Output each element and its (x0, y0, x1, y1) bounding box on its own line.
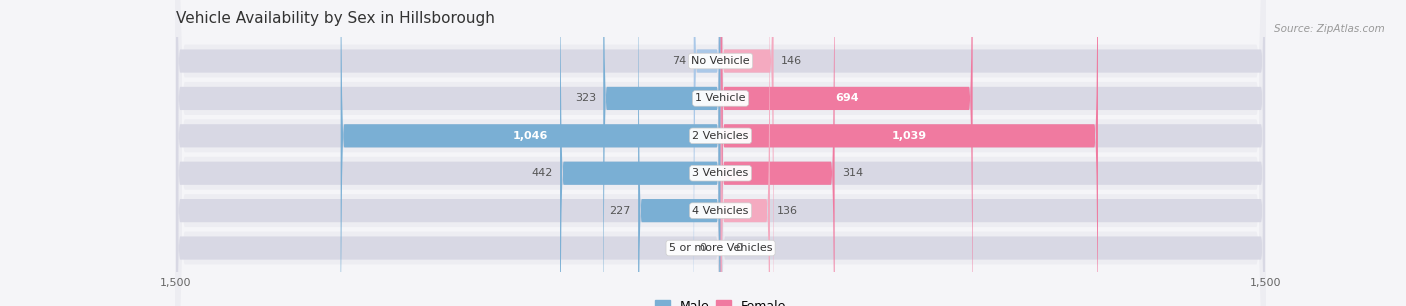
FancyBboxPatch shape (721, 0, 973, 306)
Text: 74: 74 (672, 56, 686, 66)
Text: No Vehicle: No Vehicle (692, 56, 749, 66)
FancyBboxPatch shape (721, 0, 1265, 306)
Text: 0: 0 (735, 243, 742, 253)
FancyBboxPatch shape (176, 0, 721, 306)
FancyBboxPatch shape (721, 0, 1098, 306)
Text: 1,046: 1,046 (513, 131, 548, 141)
FancyBboxPatch shape (721, 0, 1265, 306)
FancyBboxPatch shape (603, 0, 721, 306)
FancyBboxPatch shape (176, 0, 1265, 306)
FancyBboxPatch shape (721, 0, 1265, 306)
FancyBboxPatch shape (721, 0, 773, 306)
Text: 4 Vehicles: 4 Vehicles (692, 206, 749, 216)
Text: Vehicle Availability by Sex in Hillsborough: Vehicle Availability by Sex in Hillsboro… (176, 11, 495, 26)
Text: 323: 323 (575, 93, 596, 103)
FancyBboxPatch shape (176, 0, 721, 306)
FancyBboxPatch shape (176, 0, 721, 306)
FancyBboxPatch shape (721, 0, 835, 306)
FancyBboxPatch shape (721, 0, 770, 306)
Text: 227: 227 (609, 206, 631, 216)
FancyBboxPatch shape (176, 0, 721, 306)
FancyBboxPatch shape (693, 0, 721, 306)
Legend: Male, Female: Male, Female (650, 295, 792, 306)
Text: 2 Vehicles: 2 Vehicles (692, 131, 749, 141)
FancyBboxPatch shape (176, 0, 1265, 306)
Text: 3 Vehicles: 3 Vehicles (692, 168, 749, 178)
Text: 1 Vehicle: 1 Vehicle (696, 93, 745, 103)
FancyBboxPatch shape (340, 0, 721, 306)
Text: 694: 694 (835, 93, 859, 103)
FancyBboxPatch shape (176, 0, 1265, 306)
FancyBboxPatch shape (176, 0, 1265, 306)
FancyBboxPatch shape (560, 0, 721, 306)
FancyBboxPatch shape (638, 0, 721, 306)
FancyBboxPatch shape (176, 0, 721, 306)
FancyBboxPatch shape (176, 0, 721, 306)
Text: 136: 136 (778, 206, 799, 216)
Text: 0: 0 (699, 243, 706, 253)
Text: Source: ZipAtlas.com: Source: ZipAtlas.com (1274, 24, 1385, 35)
FancyBboxPatch shape (176, 0, 1265, 306)
Text: 5 or more Vehicles: 5 or more Vehicles (669, 243, 772, 253)
Text: 314: 314 (842, 168, 863, 178)
Text: 146: 146 (780, 56, 801, 66)
FancyBboxPatch shape (176, 0, 1265, 306)
FancyBboxPatch shape (721, 0, 1265, 306)
Text: 1,039: 1,039 (891, 131, 927, 141)
FancyBboxPatch shape (721, 0, 1265, 306)
FancyBboxPatch shape (721, 0, 1265, 306)
Text: 442: 442 (531, 168, 553, 178)
